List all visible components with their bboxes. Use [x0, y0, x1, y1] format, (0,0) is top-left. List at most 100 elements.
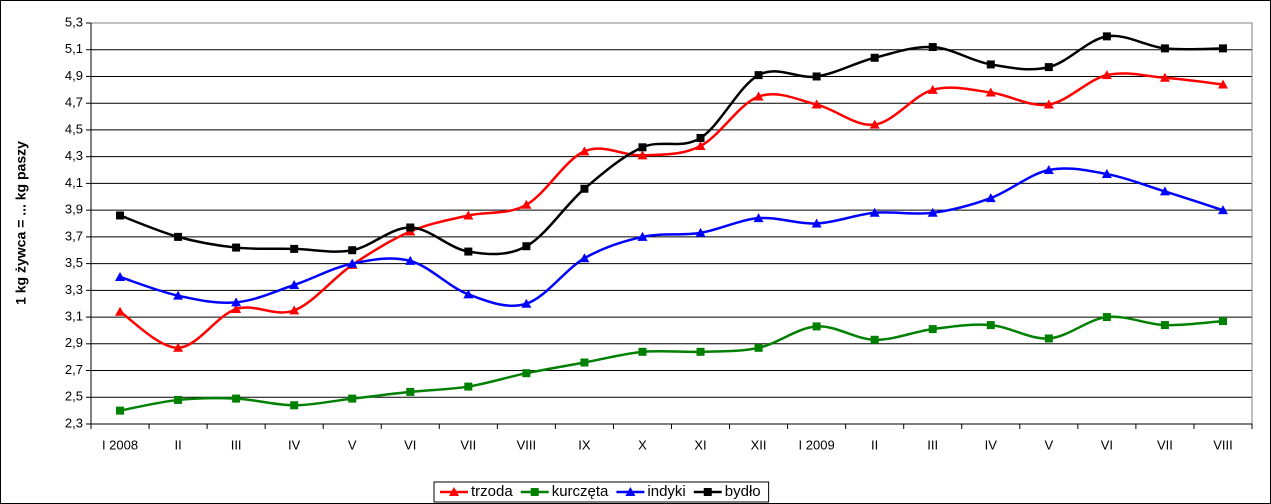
x-tick-label: IV [985, 437, 998, 452]
legend-label: kurczęta [552, 483, 609, 500]
marker [637, 150, 648, 160]
marker [927, 84, 938, 94]
marker [1217, 79, 1228, 89]
legend: trzoda kurczęta indyki bydło [433, 481, 770, 503]
marker [521, 298, 532, 308]
y-tick-label: 3,9 [65, 202, 83, 217]
marker [231, 297, 242, 307]
marker [870, 53, 879, 62]
marker [522, 369, 531, 378]
marker [696, 347, 705, 356]
marker [1102, 313, 1111, 322]
y-tick-label: 3,1 [65, 309, 83, 324]
x-tick-label: VI [404, 437, 416, 452]
x-tick-label: VIII [517, 437, 537, 452]
y-tick-label: 5,1 [65, 41, 83, 56]
y-tick-label: 4,5 [65, 121, 83, 136]
marker [289, 305, 300, 315]
marker [530, 488, 539, 496]
y-tick-label: 4,3 [65, 148, 83, 163]
marker [811, 99, 822, 109]
marker [754, 71, 763, 80]
x-tick-label: I 2009 [799, 437, 835, 452]
marker [1218, 44, 1227, 53]
marker [463, 210, 474, 220]
marker [928, 325, 937, 334]
marker [173, 290, 184, 300]
y-tick-label: 3,7 [65, 228, 83, 243]
marker [1102, 32, 1111, 41]
marker [1044, 63, 1053, 72]
x-tick-label: V [1044, 437, 1053, 452]
y-axis-title: 1 kg żywca = ... kg paszy [13, 141, 29, 305]
marker [1160, 44, 1169, 53]
marker [1101, 70, 1112, 80]
marker [625, 487, 636, 496]
x-tick-label: II [174, 437, 181, 452]
y-tick-label: 2,5 [65, 389, 83, 404]
marker [1043, 99, 1054, 109]
marker [986, 60, 995, 69]
marker [115, 271, 126, 281]
marker [580, 184, 589, 193]
marker [449, 487, 459, 496]
marker [348, 246, 357, 255]
marker [289, 279, 300, 289]
marker [1217, 205, 1228, 215]
marker [580, 358, 589, 367]
y-tick-label: 5,3 [65, 14, 83, 29]
y-tick-label: 3,5 [65, 255, 83, 270]
marker [696, 133, 705, 142]
y-tick-label: 2,9 [65, 335, 83, 350]
x-tick-label: XII [751, 437, 767, 452]
marker [811, 218, 822, 228]
marker [464, 247, 473, 256]
y-tick-label: 2,7 [65, 362, 83, 377]
marker [1160, 321, 1169, 330]
series-line [119, 34, 1223, 256]
marker [695, 227, 706, 237]
y-tick-label: 4,7 [65, 95, 83, 110]
marker [869, 207, 880, 217]
marker [116, 406, 125, 415]
legend-label: bydło [725, 483, 761, 500]
x-tick-label: IV [288, 437, 301, 452]
y-tick-label: 3,3 [65, 282, 83, 297]
marker [695, 140, 706, 150]
marker [1101, 169, 1112, 179]
marker [870, 335, 879, 344]
x-tick-label: XI [694, 437, 706, 452]
marker [754, 343, 763, 352]
x-tick-label: V [348, 437, 357, 452]
x-tick-label: I 2008 [102, 437, 138, 452]
x-tick-label: III [927, 437, 938, 452]
marker [115, 306, 126, 316]
marker [290, 244, 299, 253]
marker [637, 231, 648, 241]
marker [753, 91, 764, 101]
marker [1218, 317, 1227, 326]
marker [463, 289, 474, 299]
marker [348, 394, 357, 403]
legend-label: indyki [647, 483, 685, 500]
marker [1159, 72, 1170, 82]
marker [464, 382, 473, 391]
marker [753, 213, 764, 223]
marker [232, 394, 241, 403]
marker [405, 255, 416, 265]
x-tick-label: VI [1101, 437, 1113, 452]
legend-label: trzoda [471, 483, 513, 500]
marker [232, 243, 241, 252]
marker [579, 146, 590, 156]
marker [521, 199, 532, 209]
marker [522, 242, 531, 251]
marker [812, 322, 821, 331]
y-tick-label: 4,1 [65, 175, 83, 190]
x-tick-label: VIII [1213, 437, 1233, 452]
marker [174, 395, 183, 404]
marker [406, 223, 415, 232]
marker [812, 72, 821, 81]
marker [406, 387, 415, 396]
